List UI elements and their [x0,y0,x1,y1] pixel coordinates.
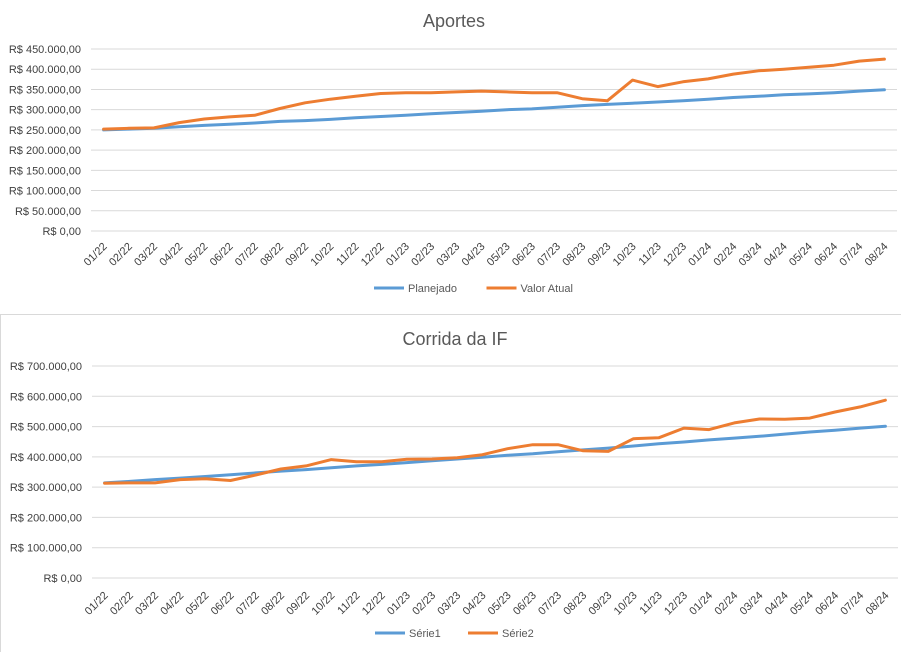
x-tick-label: 07/23 [536,590,564,618]
x-tick-label: 02/23 [410,590,438,618]
x-tick-label: 07/23 [535,241,563,269]
x-tick-label: 04/22 [158,590,186,618]
x-tick-label: 11/23 [637,590,664,617]
y-tick-label: R$ 700.000,00 [10,361,82,373]
legend-entry: Série1 [409,628,441,640]
y-tick-label: R$ 50.000,00 [15,206,81,218]
chart-title: Corrida da IF [402,329,507,349]
x-tick-label: 12/23 [661,241,689,269]
x-tick-label: 08/22 [259,590,287,618]
x-tick-label: 07/22 [233,241,261,269]
aportes-chart: Aportes R$ 0,00 R$ 50.000,00 R$ 100.000,00 R… [9,11,897,295]
x-tick-label: 03/22 [133,590,161,618]
y-tick-label: R$ 250.000,00 [9,125,81,137]
series-line-2 [103,398,887,485]
x-tick-label: 06/22 [208,241,236,269]
x-tick-label: 03/22 [132,241,160,269]
chart-title: Aportes [423,11,485,31]
y-tick-label: R$ 0,00 [42,226,81,238]
series-line-1 [102,88,886,132]
x-tick-label: 12/23 [662,590,690,618]
x-tick-label: 08/22 [258,241,286,269]
x-tick-label: 04/24 [763,590,791,618]
x-tick-label: 01/22 [83,590,111,618]
x-tick-label: 03/23 [435,590,463,618]
x-tick-label: 09/23 [586,241,614,269]
series-line-2 [102,57,886,131]
x-tick-label: 06/23 [510,241,538,269]
x-tick-label: 11/22 [335,590,362,617]
x-tick-label: 06/24 [813,590,841,618]
legend-entry: Planejado [408,283,457,295]
x-tick-label: 07/22 [234,590,262,618]
y-tick-label: R$ 600.000,00 [10,391,82,403]
x-tick-label: 06/22 [209,590,237,618]
x-tick-label: 02/23 [409,241,437,269]
x-tick-label: 05/23 [486,590,514,618]
aportes-chart-panel: Aportes R$ 0,00 R$ 50.000,00 R$ 100.000,00 R… [0,0,901,312]
x-tick-label: 01/24 [686,241,714,269]
y-tick-label: R$ 450.000,00 [9,44,81,56]
x-tick-label: 05/22 [184,590,212,618]
y-tick-label: R$ 0,00 [43,573,82,585]
y-tick-label: R$ 400.000,00 [9,64,81,76]
x-tick-label: 01/24 [687,590,715,618]
x-tick-label: 12/22 [359,241,387,269]
y-tick-label: R$ 300.000,00 [10,482,82,494]
x-tick-label: 02/24 [711,241,739,269]
x-tick-label: 10/23 [611,241,639,269]
x-tick-label: 02/22 [108,590,136,618]
x-tick-label: 02/24 [712,590,740,618]
x-tick-label: 09/22 [284,590,312,618]
x-tick-label: 09/22 [283,241,311,269]
x-tick-label: 04/24 [762,241,790,269]
x-tick-label: 05/24 [788,590,816,618]
x-tick-label: 07/24 [838,590,866,618]
y-tick-label: R$ 500.000,00 [10,422,82,434]
corrida-chart: Corrida da IF R$ 0,00 R$ 100.000,00 R$ 200.… [10,329,898,640]
x-tick-label: 03/24 [738,590,766,618]
legend-entry: Série2 [502,628,534,640]
x-tick-label: 10/22 [308,241,336,269]
x-tick-label: 08/23 [561,590,589,618]
y-tick-label: R$ 150.000,00 [9,165,81,177]
x-tick-label: 10/22 [309,590,337,618]
x-tick-label: 09/23 [587,590,615,618]
x-tick-label: 10/23 [612,590,640,618]
y-tick-label: R$ 100.000,00 [9,186,81,198]
y-tick-label: R$ 100.000,00 [10,543,82,555]
x-tick-label: 01/22 [82,241,110,269]
x-tick-label: 05/23 [485,241,513,269]
y-tick-label: R$ 200.000,00 [9,145,81,157]
x-tick-label: 12/22 [360,590,388,618]
x-tick-label: 11/23 [636,241,663,268]
x-tick-label: 01/23 [384,241,412,269]
x-tick-label: 05/24 [787,241,815,269]
legend-entry: Valor Atual [521,283,573,295]
x-tick-label: 06/23 [511,590,539,618]
x-tick-label: 06/24 [812,241,840,269]
x-tick-label: 02/22 [107,241,135,269]
x-tick-label: 03/24 [737,241,765,269]
x-tick-label: 04/23 [461,590,489,618]
x-tick-label: 01/23 [385,590,413,618]
y-tick-label: R$ 350.000,00 [9,84,81,96]
x-tick-label: 03/23 [434,241,462,269]
x-tick-label: 08/23 [560,241,588,269]
y-tick-label: R$ 300.000,00 [9,105,81,117]
x-tick-label: 05/22 [183,241,211,269]
x-tick-label: 11/22 [334,241,361,268]
corrida-chart-panel: Corrida da IF R$ 0,00 R$ 100.000,00 R$ 200.… [0,314,901,652]
x-tick-label: 04/22 [157,241,185,269]
x-tick-label: 04/23 [460,241,488,269]
y-tick-label: R$ 200.000,00 [10,512,82,524]
x-tick-label: 08/24 [864,590,892,618]
series-line-1 [103,424,887,485]
x-tick-label: 08/24 [863,241,891,269]
x-tick-label: 07/24 [837,241,865,269]
y-tick-label: R$ 400.000,00 [10,452,82,464]
